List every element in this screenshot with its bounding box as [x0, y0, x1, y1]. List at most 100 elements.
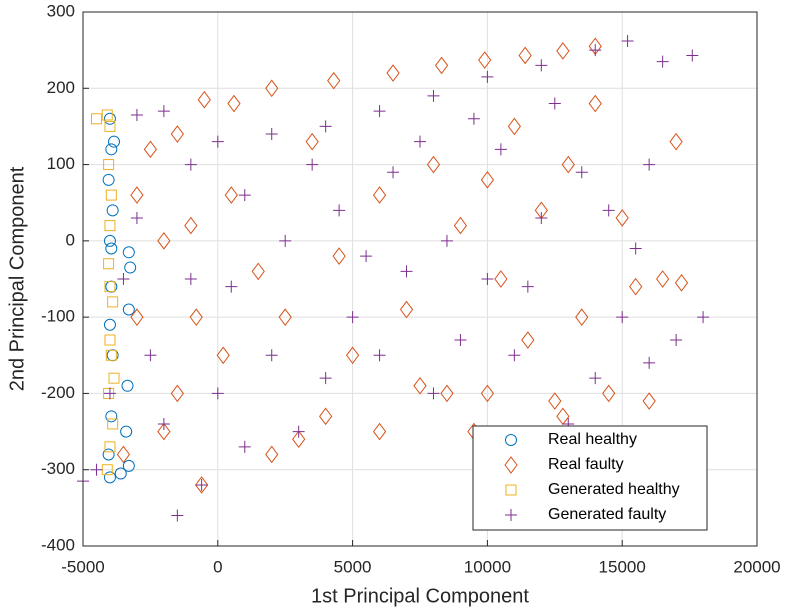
legend-label: Generated faulty [548, 506, 666, 523]
point [90, 463, 103, 476]
point [189, 308, 203, 326]
point [103, 234, 116, 247]
point [238, 440, 251, 453]
point [360, 250, 373, 263]
point [319, 407, 333, 426]
point [170, 125, 184, 143]
point [104, 441, 116, 453]
point [107, 418, 119, 430]
point [195, 478, 208, 491]
point [103, 318, 116, 331]
point [265, 128, 278, 141]
point [224, 186, 238, 204]
y-tick-label: 200 [47, 78, 75, 97]
point [171, 509, 184, 522]
point [467, 112, 480, 125]
point [494, 143, 507, 156]
point [102, 448, 115, 461]
point [669, 132, 683, 151]
point [184, 273, 197, 285]
point [102, 173, 115, 186]
point [440, 234, 453, 247]
point [170, 384, 184, 403]
point [105, 189, 117, 201]
point [122, 246, 135, 259]
point [104, 220, 116, 232]
point [589, 44, 602, 57]
point [345, 346, 360, 365]
point [427, 89, 440, 102]
point [105, 242, 118, 255]
x-tick-label: -5000 [61, 557, 104, 576]
point [346, 311, 359, 324]
series-0 [102, 112, 137, 484]
legend-label: Generated healthy [548, 481, 680, 498]
point [521, 280, 534, 293]
point [629, 277, 643, 296]
point [101, 109, 113, 121]
point [674, 273, 689, 292]
point [521, 331, 535, 349]
point [108, 372, 120, 384]
y-tick-label: 300 [47, 1, 75, 20]
point [478, 51, 492, 69]
point [518, 46, 532, 65]
point [157, 422, 171, 441]
point [656, 270, 670, 288]
point [124, 261, 137, 274]
x-axis-label: 1st Principal Component [311, 585, 529, 607]
point [372, 422, 387, 441]
point [508, 349, 521, 362]
point [130, 108, 143, 121]
point [480, 384, 495, 403]
y-tick-label: 100 [47, 154, 75, 173]
point [387, 166, 400, 179]
point [305, 132, 319, 151]
point [197, 90, 211, 109]
point [157, 105, 170, 118]
point [373, 349, 386, 362]
point [642, 392, 656, 410]
point [122, 303, 135, 316]
point [686, 49, 699, 62]
legend: Real healthy Real faulty Generated healthy… [472, 425, 708, 531]
point [103, 387, 116, 400]
point [120, 425, 133, 438]
point [589, 372, 602, 385]
point [670, 334, 683, 347]
point [278, 308, 292, 326]
point [621, 34, 634, 47]
point [157, 417, 170, 430]
point [107, 296, 119, 308]
point [105, 349, 117, 361]
point [105, 143, 118, 156]
x-tick-label: 20000 [733, 557, 780, 576]
x-tick-label: 0 [213, 557, 222, 576]
series-1 [116, 37, 689, 494]
point [265, 79, 279, 98]
point [90, 113, 102, 125]
point [103, 258, 115, 270]
y-tick-label: -200 [41, 383, 75, 402]
legend-label: Real healthy [548, 431, 637, 448]
point [104, 281, 116, 293]
point [103, 112, 116, 125]
point [697, 311, 710, 324]
legend-symbol [505, 484, 517, 496]
point [548, 392, 562, 410]
point [279, 234, 292, 247]
point [575, 166, 588, 179]
point [413, 376, 427, 395]
point [211, 135, 224, 148]
x-tick-label: 15000 [599, 557, 646, 576]
x-tick-label: 10000 [464, 557, 511, 576]
legend-box [472, 425, 708, 531]
series-2 [90, 109, 120, 476]
point [106, 204, 119, 217]
legend-label: Real faulty [548, 456, 624, 473]
point [332, 247, 346, 265]
point [327, 71, 341, 90]
point [211, 387, 224, 400]
point [602, 384, 616, 403]
point [121, 379, 134, 392]
